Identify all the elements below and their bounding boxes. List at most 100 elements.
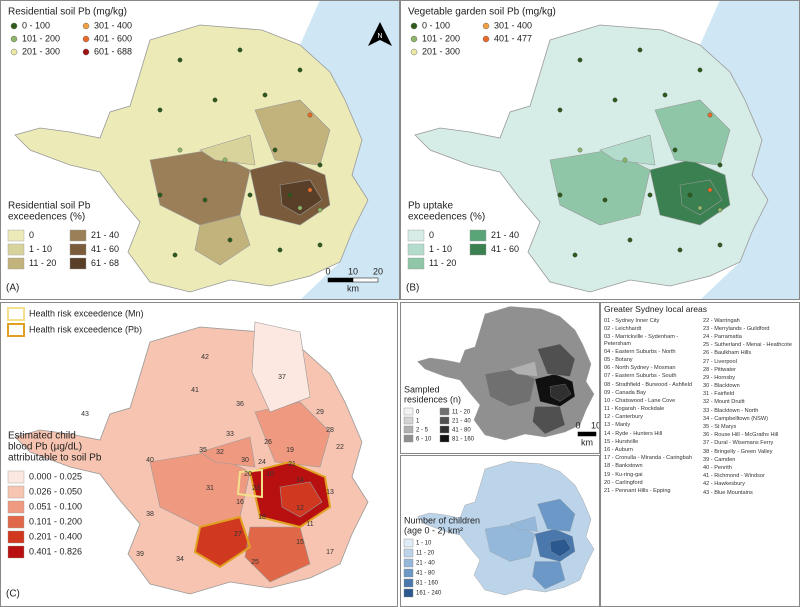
legend-label: 2 - 5 <box>416 428 429 434</box>
local-area: 39 - Camden <box>703 456 736 463</box>
area-number: 27 <box>234 531 242 538</box>
legend-label: 0 <box>429 230 434 240</box>
region <box>509 516 538 532</box>
legend-label: Health risk exceedence (Pb) <box>29 324 142 334</box>
legend-swatch <box>7 545 25 559</box>
local-area: 40 - Penrith <box>703 464 732 471</box>
legend-swatch <box>469 243 487 256</box>
list-columns: 01 - Sydney Inner City 02 - Leichhardt 03 … <box>604 318 796 498</box>
area-number: 16 <box>236 499 244 506</box>
local-area: 37 - Dural - Wisemans Ferry <box>703 440 774 447</box>
area-number: 22 <box>336 444 344 451</box>
local-area: 12 - Canterbury <box>604 414 643 421</box>
area-number: 13 <box>326 489 334 496</box>
panel-frame <box>400 302 600 454</box>
legend-swatch <box>482 22 490 30</box>
region <box>279 481 323 518</box>
local-area: 25 - Sutherland - Menai - Heathcote <box>703 342 792 349</box>
local-area: 35 - St Marys <box>703 424 737 431</box>
sample-point <box>697 67 703 73</box>
legend-swatch <box>7 470 25 484</box>
legend-label: 81 - 160 <box>452 437 475 443</box>
legend-swatch <box>7 229 25 242</box>
legend-label: 11 - 20 <box>452 410 471 416</box>
local-area: 01 - Sydney Inner City <box>604 317 660 324</box>
local-area: 04 - Eastern Suburbs - North <box>604 348 676 355</box>
area-number: 11 <box>306 521 313 528</box>
local-area: 36 - Rouse Hill - McGraths Hill <box>703 432 779 439</box>
legend-label: 21 - 40 <box>452 419 471 425</box>
legend-label: 201 - 300 <box>22 46 60 56</box>
sample-point <box>707 187 713 193</box>
sample-point <box>637 47 643 53</box>
sample-point <box>307 112 313 118</box>
legend-swatch <box>82 48 90 56</box>
local-area: 23 - Merrylands - Guildford <box>703 325 770 332</box>
local-area: 13 - Manly <box>604 422 631 429</box>
scale-label: 0 <box>575 420 580 430</box>
sample-point <box>272 147 278 153</box>
legend-swatch <box>403 578 414 588</box>
area-number: 40 <box>146 457 154 464</box>
local-area: 17 - Cronulla - Miranda - Caringbah <box>604 455 692 462</box>
area-number: 31 <box>206 485 214 492</box>
legend-swatch <box>7 515 25 529</box>
legend-label: 401 - 600 <box>94 33 132 43</box>
scale-unit: km <box>347 283 359 293</box>
legend-label: 601 - 688 <box>94 46 132 56</box>
legend-swatch <box>82 35 90 43</box>
legend-label: 0.000 - 0.025 <box>29 471 82 481</box>
sample-point <box>707 112 713 118</box>
area-number: 20 <box>244 471 252 478</box>
legend-label: 301 - 400 <box>494 20 532 30</box>
legend-swatch <box>7 500 25 514</box>
legend-title: Vegetable garden soil Pb (mg/kg) <box>408 7 556 18</box>
sample-point <box>317 242 323 248</box>
sea <box>700 0 800 300</box>
sample-point <box>572 252 578 258</box>
legend-title: attributable to soil Pb <box>8 453 102 464</box>
legend-swatch <box>439 407 450 416</box>
legend-swatch <box>403 568 414 578</box>
sample-point <box>622 157 628 163</box>
legend-swatch <box>7 307 25 321</box>
region <box>244 526 311 583</box>
sample-point <box>212 97 218 103</box>
legend-title: (age 0 - 2) km² <box>404 525 463 535</box>
list-title: Greater Sydney local areas <box>604 304 707 314</box>
local-area: 33 - Blacktown - North <box>703 407 759 414</box>
region <box>537 498 576 532</box>
region <box>549 383 572 402</box>
local-area: 42 - Hawkesbury <box>703 481 745 488</box>
legend-label: 11 - 20 <box>416 551 435 557</box>
legend-swatch <box>407 257 425 270</box>
area-number: 14 <box>296 477 304 484</box>
legend-swatch <box>403 425 414 434</box>
sample-point <box>157 192 163 198</box>
legend-swatch <box>407 243 425 256</box>
north-label: N <box>377 33 382 40</box>
legend-label: 41 - 60 <box>491 244 519 254</box>
local-area-list: Greater Sydney local areas 01 - Sydney I… <box>604 304 796 604</box>
local-area: 19 - Ku-ring-gai <box>604 471 643 478</box>
local-area: 09 - Canada Bay <box>604 389 646 396</box>
local-area: 31 - Fairfield <box>703 391 735 398</box>
risk-outline <box>193 515 252 569</box>
sample-point <box>297 205 303 211</box>
legend-label: 11 - 20 <box>29 258 56 268</box>
legend-title: Pb uptake <box>408 201 453 212</box>
area-number: 28 <box>326 427 334 434</box>
legend-swatch <box>7 530 25 544</box>
sample-point <box>662 92 668 98</box>
area-number: 10 <box>266 471 274 478</box>
area-number: 43 <box>81 411 89 418</box>
legend-label: 0 <box>416 410 420 416</box>
legend-label: 0 <box>29 230 34 240</box>
legend-swatch <box>403 558 414 568</box>
area-number: 26 <box>264 439 272 446</box>
local-area: 07 - Eastern Suburbs - South <box>604 373 677 380</box>
sample-point <box>647 192 653 198</box>
